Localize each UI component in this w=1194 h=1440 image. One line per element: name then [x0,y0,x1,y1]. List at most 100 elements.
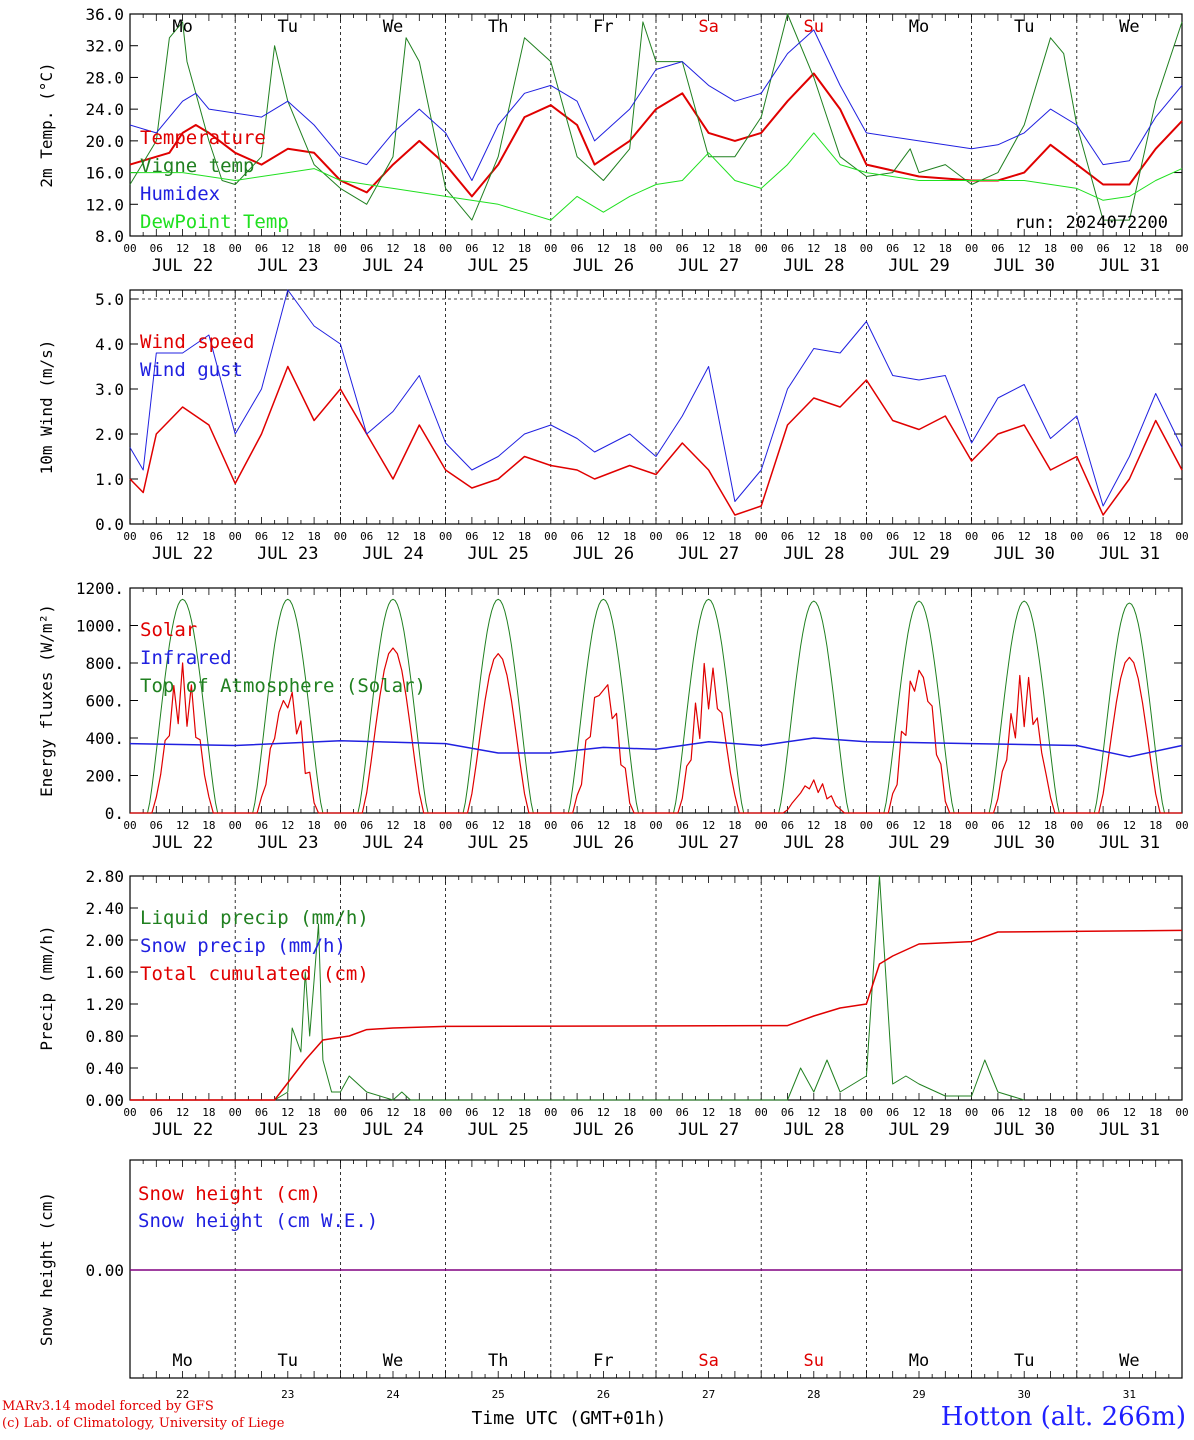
hour-tick-label: 12 [386,1106,399,1119]
date-label: JUL 31 [1099,544,1160,564]
y-tick-label: 32.0 [85,37,124,56]
y-tick-label: 3.0 [95,380,124,399]
run-annotation: run: 2024072200 [1014,213,1168,233]
legend-entry: Humidex [140,183,220,205]
y-axis-label: 10m Wind (m/s) [37,340,56,475]
hour-tick-label: 18 [1149,819,1162,832]
legend-entry: Snow precip (mm/h) [140,935,346,957]
hour-tick-label: 18 [518,530,531,543]
date-label: JUL 28 [783,544,844,564]
hour-tick-label: 12 [492,530,505,543]
hour-tick-label: 00 [965,242,978,255]
hour-tick-label: 06 [465,242,478,255]
date-label: JUL 24 [362,544,423,564]
y-tick-label: 20.0 [85,132,124,151]
hour-tick-label: 12 [807,242,820,255]
hour-tick-label: 00 [1175,1106,1188,1119]
y-tick-label: 200. [85,767,124,786]
y-tick-label: 1.20 [85,995,124,1014]
hour-tick-label: 06 [1096,242,1109,255]
hour-tick-label: 06 [360,242,373,255]
hour-tick-label: 18 [623,1106,636,1119]
weekday-label: We [1119,17,1139,37]
date-label: JUL 22 [152,833,213,853]
hour-tick-label: 18 [1149,530,1162,543]
y-tick-label: 0. [105,804,124,823]
hour-tick-label: 18 [518,819,531,832]
weekday-label: Mo [172,17,192,37]
hour-tick-label: 06 [886,242,899,255]
date-label: JUL 24 [362,256,423,276]
hour-tick-label: 18 [202,819,215,832]
hour-tick-label: 06 [886,530,899,543]
panel-3: 0. 200. 400. 600. 800. 1000. 1200. Energy fluxe… [37,579,1189,853]
y-tick-label: 0.40 [85,1059,124,1078]
solar-curve [761,779,867,814]
date-label: JUL 30 [993,1120,1054,1140]
date-label: JUL 29 [888,1120,949,1140]
legend-entry: Vigne temp [140,155,254,177]
hour-tick-label: 00 [1070,242,1083,255]
legend-entry: Liquid precip (mm/h) [140,907,369,929]
hour-tick-label: 06 [991,819,1004,832]
legend-entry: DewPoint Temp [140,211,289,233]
toa-solar-curve [235,598,341,814]
y-tick-label: 1.60 [85,963,124,982]
hour-tick-label: 06 [360,1106,373,1119]
hour-tick-label: 00 [123,1106,136,1119]
panel-5: 0.00 Snow height (cm) Snow height (cm) Snow… [37,1159,1183,1429]
date-label: JUL 26 [573,256,634,276]
y-tick-label: 0.0 [95,515,124,534]
hour-tick-label: 00 [755,1106,768,1119]
y-tick-label: 16.0 [85,164,124,183]
hour-tick-label: 12 [597,530,610,543]
hour-tick-label: 00 [965,1106,978,1119]
hour-tick-label: 12 [492,1106,505,1119]
y-tick-label: 2.40 [85,899,124,918]
date-label: JUL 30 [993,256,1054,276]
y-axis-label: Precip (mm/h) [37,925,56,1050]
day-number-label: 29 [912,1388,925,1401]
hour-tick-label: 06 [150,530,163,543]
hour-tick-label: 18 [202,1106,215,1119]
hour-tick-label: 12 [597,1106,610,1119]
hour-tick-label: 18 [728,819,741,832]
hour-tick-label: 18 [623,530,636,543]
hour-tick-label: 12 [176,530,189,543]
hour-tick-label: 00 [123,530,136,543]
date-label: JUL 25 [467,833,528,853]
toa-solar-curve [1076,602,1182,814]
hour-tick-label: 18 [1149,1106,1162,1119]
y-tick-label: 2.0 [95,425,124,444]
date-label: JUL 24 [362,1120,423,1140]
hour-tick-label: 00 [229,242,242,255]
solar-curve [130,662,236,814]
date-label: JUL 25 [467,256,528,276]
y-tick-label: 28.0 [85,68,124,87]
hour-tick-label: 12 [807,819,820,832]
date-label: JUL 27 [678,833,739,853]
hour-tick-label: 00 [439,819,452,832]
hour-tick-label: 12 [1018,242,1031,255]
hour-tick-label: 06 [886,819,899,832]
legend-entry: Solar [140,619,197,641]
hour-tick-label: 06 [570,530,583,543]
date-label: JUL 23 [257,833,318,853]
hour-tick-label: 06 [570,819,583,832]
toa-solar-curve [340,598,446,814]
hour-tick-label: 18 [833,530,846,543]
hour-tick-label: 00 [649,242,662,255]
toa-solar-curve [866,600,972,814]
weekday-label: Sa [698,1351,718,1371]
hour-tick-label: 00 [439,242,452,255]
hour-tick-label: 06 [360,530,373,543]
hour-tick-label: 00 [544,819,557,832]
hour-tick-label: 12 [492,242,505,255]
hour-tick-label: 00 [439,1106,452,1119]
hour-tick-label: 12 [176,819,189,832]
hour-tick-label: 12 [492,819,505,832]
solar-curve [445,652,551,814]
solar-curve [340,647,446,814]
hour-tick-label: 18 [728,1106,741,1119]
legend-entry: Temperature [140,127,266,149]
